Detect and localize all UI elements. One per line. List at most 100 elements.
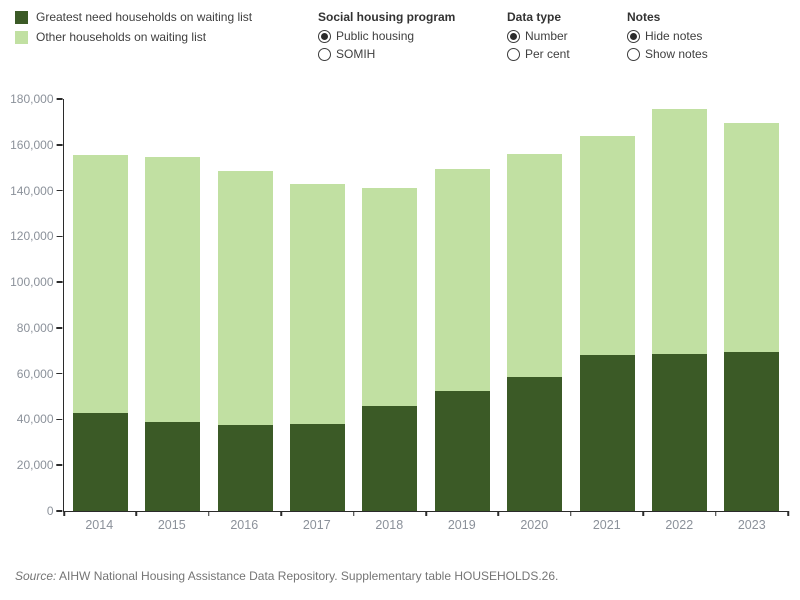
x-axis-labels: 2014 2015 2016 2017 2018 2019 2020 2021 2022 2023 [63,518,788,532]
x-axis-label-2021: 2021 [592,518,621,532]
bar-2014 [64,99,136,511]
y-axis-tick-mark [56,510,63,512]
x-axis-label-2015: 2015 [157,518,186,532]
radio-selected-icon [627,29,640,43]
source-prefix: Source: [15,569,57,583]
bar-segment-2021[interactable] [579,135,635,356]
bar-segment-2017[interactable] [289,424,345,511]
x-axis-tick-mark [497,511,500,516]
x-axis-label-2014: 2014 [85,518,114,532]
x-axis-tick-mark [63,511,65,516]
bar-2017 [281,99,353,511]
y-axis-tick-label: 140,000 [10,183,54,198]
bar-2022 [643,99,715,511]
bar-segment-2020[interactable] [507,377,563,511]
bar-segment-2015[interactable] [145,157,201,422]
stacked-bar-chart-plot-area: 0 20,000 40,000 60,000 80,000 100,000 120,000 1… [10,92,789,518]
x-axis-tick-mark [425,511,427,516]
radio-option-number[interactable]: Number [507,29,570,43]
y-axis-tick-100000: 100,000 [10,275,63,290]
x-axis-tick-mark [208,511,210,516]
radio-label: SOMIH [336,47,376,61]
bar-segment-2020[interactable] [507,153,563,378]
bar-2019 [426,99,498,511]
x-axis-label-2016: 2016 [230,518,259,532]
radio-unselected-icon [627,47,640,61]
y-axis-tick-60000: 60,000 [17,367,63,381]
y-axis-tick-mark [56,418,63,421]
y-axis-tick-label: 40,000 [16,412,54,427]
y-axis-tick-80000: 80,000 [17,321,63,335]
bar-2020 [498,99,570,511]
legend-swatch-other-households-icon [15,30,28,44]
radio-selected-icon [318,29,331,43]
source-text: AIHW National Housing Assistance Data Re… [56,569,559,583]
bars-container [64,99,788,511]
bar-segment-2016[interactable] [217,171,273,426]
bar-segment-2023[interactable] [724,351,780,511]
x-axis-tick-mark [570,511,572,516]
radio-option-somih[interactable]: SOMIH [318,47,455,61]
x-axis-tick-mark [714,511,717,516]
radio-option-show-notes[interactable]: Show notes [627,47,708,61]
y-axis-tick-label: 0 [46,504,54,518]
bar-segment-2014[interactable] [72,412,128,511]
control-group-social-housing-program: Social housing program Public housing SO… [318,10,455,61]
control-title: Data type [507,10,562,24]
radio-option-per-cent[interactable]: Per cent [507,47,570,61]
legend-label: Greatest need households on waiting list [36,10,253,24]
y-axis-tick-0: 0 [47,504,63,518]
x-axis-tick-mark [280,511,282,516]
y-axis-tick-label: 100,000 [10,275,54,290]
control-group-notes: Notes Hide notes Show notes [627,10,708,61]
radio-label: Public housing [336,29,415,43]
bar-segment-2018[interactable] [362,405,418,511]
chart-legend: Greatest need households on waiting list… [15,10,252,44]
y-axis-tick-label: 80,000 [16,320,54,335]
x-axis-label-2018: 2018 [375,518,404,532]
y-axis-tick-mark [56,235,63,238]
radio-option-hide-notes[interactable]: Hide notes [627,29,708,43]
y-axis-tick-mark [56,281,63,283]
y-axis-tick-label: 180,000 [10,92,54,106]
bar-segment-2018[interactable] [362,188,418,406]
control-title: Social housing program [318,10,456,24]
radio-unselected-icon [318,47,331,61]
x-axis-label-2022: 2022 [665,518,694,532]
source-note: Source: AIHW National Housing Assistance… [15,569,558,583]
y-axis-tick-mark [56,327,63,329]
radio-label: Number [525,29,568,43]
bar-segment-2021[interactable] [579,355,635,511]
y-axis-tick-20000: 20,000 [17,458,63,472]
radio-selected-icon [507,29,520,43]
radio-label: Hide notes [645,29,703,43]
bar-segment-2023[interactable] [724,123,780,352]
y-axis-tick-140000: 140,000 [10,183,63,198]
y-axis-tick-label: 160,000 [10,137,54,152]
bar-segment-2019[interactable] [434,390,490,511]
y-axis-tick-mark [56,98,63,100]
y-axis-tick-mark [56,372,63,375]
radio-option-public-housing[interactable]: Public housing [318,29,455,43]
x-axis-label-2017: 2017 [302,518,331,532]
bar-2018 [354,99,426,511]
legend-item-greatest-need[interactable]: Greatest need households on waiting list [15,10,252,24]
control-group-data-type: Data type Number Per cent [507,10,570,61]
bar-segment-2017[interactable] [289,183,345,425]
y-axis-tick-label: 120,000 [10,229,54,244]
y-axis-tick-mark [56,144,63,146]
bar-segment-2016[interactable] [217,425,273,511]
y-axis-tick-180000: 180,000 [10,92,63,106]
bar-segment-2015[interactable] [145,421,201,511]
bar-segment-2022[interactable] [651,109,707,355]
control-title: Notes [627,10,661,24]
x-axis-tick-mark [787,511,789,516]
radio-label: Show notes [645,47,708,61]
bar-segment-2019[interactable] [434,168,490,391]
bar-segment-2022[interactable] [651,354,707,511]
y-axis-tick-mark [56,189,63,192]
bar-segment-2014[interactable] [72,155,128,413]
y-axis-tick-120000: 120,000 [10,229,63,244]
legend-item-other-households[interactable]: Other households on waiting list [15,30,252,44]
y-axis-tick-label: 20,000 [16,458,54,473]
